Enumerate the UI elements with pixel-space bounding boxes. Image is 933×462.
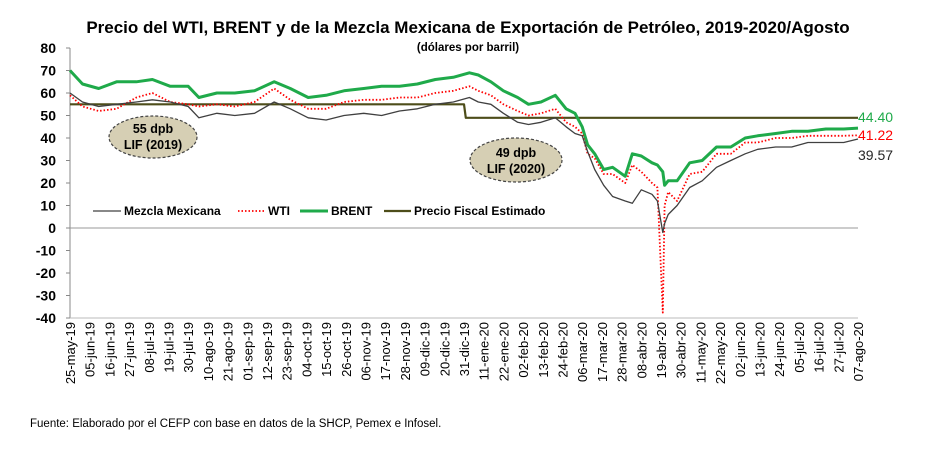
x-tick-label: 31-dic-19	[457, 322, 472, 376]
x-tick-label: 17-nov-19	[378, 322, 393, 381]
legend: Mezcla Mexicana WTI BRENT Precio Fiscal …	[93, 204, 545, 218]
legend-item-wti: WTI	[238, 204, 290, 218]
x-tick-label: 12-sep-19	[260, 322, 275, 381]
y-tick-label: -30	[36, 288, 56, 304]
x-tick-label: 28-mar-20	[615, 322, 630, 382]
annotation-lif-2019: 55 dpb LIF (2019)	[108, 115, 198, 159]
annotation-lif-2019-line1: 55 dpb	[133, 122, 174, 136]
annotation-lif-2019-line2: LIF (2019)	[124, 138, 182, 152]
legend-item-brent: BRENT	[300, 204, 373, 218]
y-tick-label: 60	[40, 85, 56, 101]
x-tick-label: 08-jul-19	[142, 322, 157, 373]
annotation-lif-2020: 49 dpb LIF (2020)	[469, 137, 563, 183]
series-line-wti	[69, 85, 859, 314]
x-tick-label: 05-jun-19	[83, 322, 98, 377]
y-axis: 80 70 60 50 40 30 20 10 0 -10 -20 -30 -40	[36, 40, 71, 326]
y-tick-label: 10	[40, 198, 56, 214]
x-tick-label: 09-dic-19	[418, 322, 433, 376]
x-tick-label: 11-ene-20	[477, 322, 492, 380]
y-tick-label: 50	[40, 108, 56, 124]
series-layer	[68, 69, 859, 314]
x-tick-label: 19-jul-19	[162, 322, 177, 373]
legend-label-brent: BRENT	[331, 204, 373, 218]
x-tick-label: 22-ene-20	[496, 322, 511, 381]
x-tick-label: 06-nov-19	[359, 322, 374, 381]
x-tick-label: 16-jun-19	[102, 322, 117, 377]
annotation-lif-2020-line2: LIF (2020)	[487, 162, 545, 176]
legend-label-precio-fiscal: Precio Fiscal Estimado	[414, 204, 545, 218]
x-tick-label: 27-jul-20	[831, 322, 846, 373]
end-label-brent: 44.40	[858, 109, 893, 125]
x-tick-label: 20-dic-19	[437, 322, 452, 376]
x-tick-label: 10-ago-19	[201, 322, 216, 381]
x-axis: 25-may-19 05-jun-19 16-jun-19 27-jun-19 08-j…	[63, 227, 866, 384]
series-line-mezcla	[69, 92, 859, 234]
x-tick-label: 13-feb-20	[536, 322, 551, 378]
y-tick-label: 0	[48, 220, 56, 236]
source-note: Fuente: Elaborado por el CEFP con base e…	[30, 418, 441, 430]
end-label-mezcla: 39.57	[858, 147, 893, 163]
x-tick-label: 24-feb-20	[556, 322, 571, 378]
x-tick-label: 28-nov-19	[398, 322, 413, 381]
x-tick-label: 02-jun-20	[733, 322, 748, 377]
x-tick-label: 06-mar-20	[575, 322, 590, 382]
y-tick-label: 40	[40, 130, 56, 146]
x-tick-label: 07-ago-20	[851, 322, 866, 381]
x-tick-label: 01-sep-19	[240, 322, 255, 381]
x-tick-label: 08-abr-20	[634, 322, 649, 378]
x-tick-label: 13-jun-20	[753, 322, 768, 377]
annotation-lif-2020-line1: 49 dpb	[496, 146, 537, 160]
legend-label-mezcla: Mezcla Mexicana	[124, 204, 221, 218]
chart-subtitle: (dólares por barril)	[417, 42, 519, 54]
y-tick-label: 30	[40, 153, 56, 169]
x-tick-label: 11-may-20	[693, 322, 708, 383]
x-tick-label: 15-oct-19	[319, 322, 334, 377]
x-tick-label: 30-abr-20	[674, 322, 689, 378]
x-tick-label: 05-jul-20	[792, 322, 807, 373]
x-tick-label: 24-jun-20	[772, 322, 787, 377]
x-tick-label: 22-may-20	[713, 322, 728, 384]
y-tick-label: 70	[40, 63, 56, 79]
series-line-brent	[68, 69, 859, 187]
y-tick-label: -10	[36, 243, 56, 259]
x-tick-label: 02-feb-20	[516, 322, 531, 378]
y-tick-label: 20	[40, 175, 56, 191]
series-line-precio-fiscal	[70, 103, 858, 119]
x-tick-label: 27-jun-19	[122, 322, 137, 377]
x-tick-label: 30-jul-19	[181, 322, 196, 373]
y-tick-label: -20	[36, 265, 56, 281]
x-tick-label: 16-jul-20	[812, 322, 827, 373]
x-tick-label: 19-abr-20	[654, 322, 669, 378]
end-label-wti: 41.22	[858, 127, 893, 143]
y-tick-label: 80	[40, 40, 56, 56]
x-tick-label: 17-mar-20	[595, 322, 610, 382]
legend-item-mezcla: Mezcla Mexicana	[93, 204, 221, 218]
x-tick-label: 23-sep-19	[280, 322, 295, 381]
legend-label-wti: WTI	[268, 204, 290, 218]
chart-title: Precio del WTI, BRENT y de la Mezcla Mex…	[86, 18, 849, 37]
y-tick-label: -40	[36, 310, 56, 326]
legend-item-precio-fiscal: Precio Fiscal Estimado	[384, 204, 545, 218]
x-tick-label: 04-oct-19	[299, 322, 314, 377]
x-tick-label: 25-may-19	[63, 322, 78, 384]
x-tick-label: 21-ago-19	[221, 322, 236, 381]
x-tick-label: 26-oct-19	[339, 322, 354, 377]
